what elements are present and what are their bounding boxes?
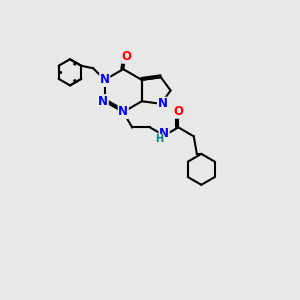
Text: H: H	[155, 134, 163, 144]
Text: O: O	[122, 50, 132, 63]
Text: N: N	[158, 97, 167, 110]
Text: N: N	[100, 74, 110, 86]
Text: O: O	[173, 105, 183, 118]
Text: N: N	[118, 106, 128, 118]
Text: N: N	[159, 127, 169, 140]
Text: N: N	[98, 95, 108, 108]
